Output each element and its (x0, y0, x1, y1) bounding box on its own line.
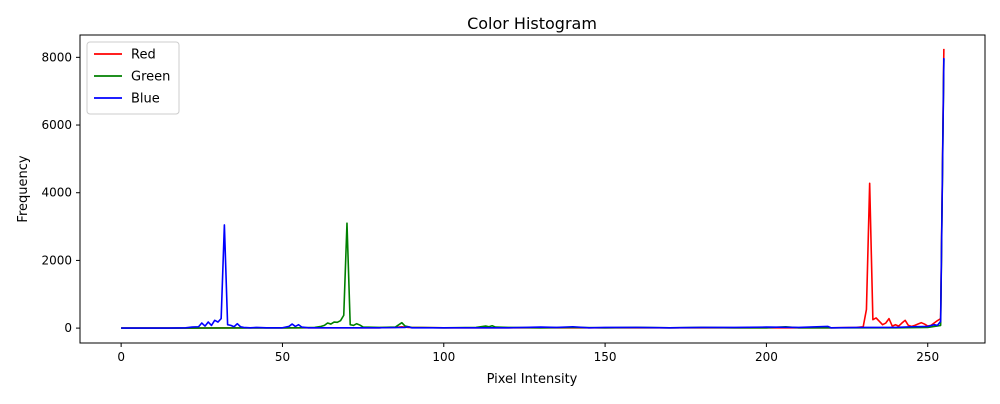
legend-label-green: Green (131, 70, 170, 85)
legend-label-red: Red (131, 48, 156, 63)
x-tick-label: 200 (755, 350, 778, 364)
y-tick-label: 6000 (41, 118, 72, 132)
y-tick-label: 4000 (41, 186, 72, 200)
x-tick-label: 100 (432, 350, 455, 364)
x-tick-label: 50 (275, 350, 290, 364)
plot-frame (79, 34, 986, 344)
legend: Red Green Blue (86, 41, 180, 115)
series-line-red (121, 48, 945, 329)
chart-title: Color Histogram (467, 14, 597, 33)
series-line-green (121, 59, 945, 329)
legend-box (86, 41, 180, 115)
x-tick-label: 0 (117, 350, 125, 364)
y-tick-label: 2000 (41, 253, 72, 267)
y-axis-label: Frequency (16, 155, 31, 222)
x-tick-label: 250 (916, 350, 939, 364)
x-axis-label: Pixel Intensity (487, 372, 578, 387)
series-line-blue (121, 58, 945, 329)
y-tick-label: 8000 (41, 50, 72, 64)
legend-label-blue: Blue (131, 92, 160, 107)
y-tick-label: 0 (64, 321, 72, 335)
x-tick-label: 150 (594, 350, 617, 364)
